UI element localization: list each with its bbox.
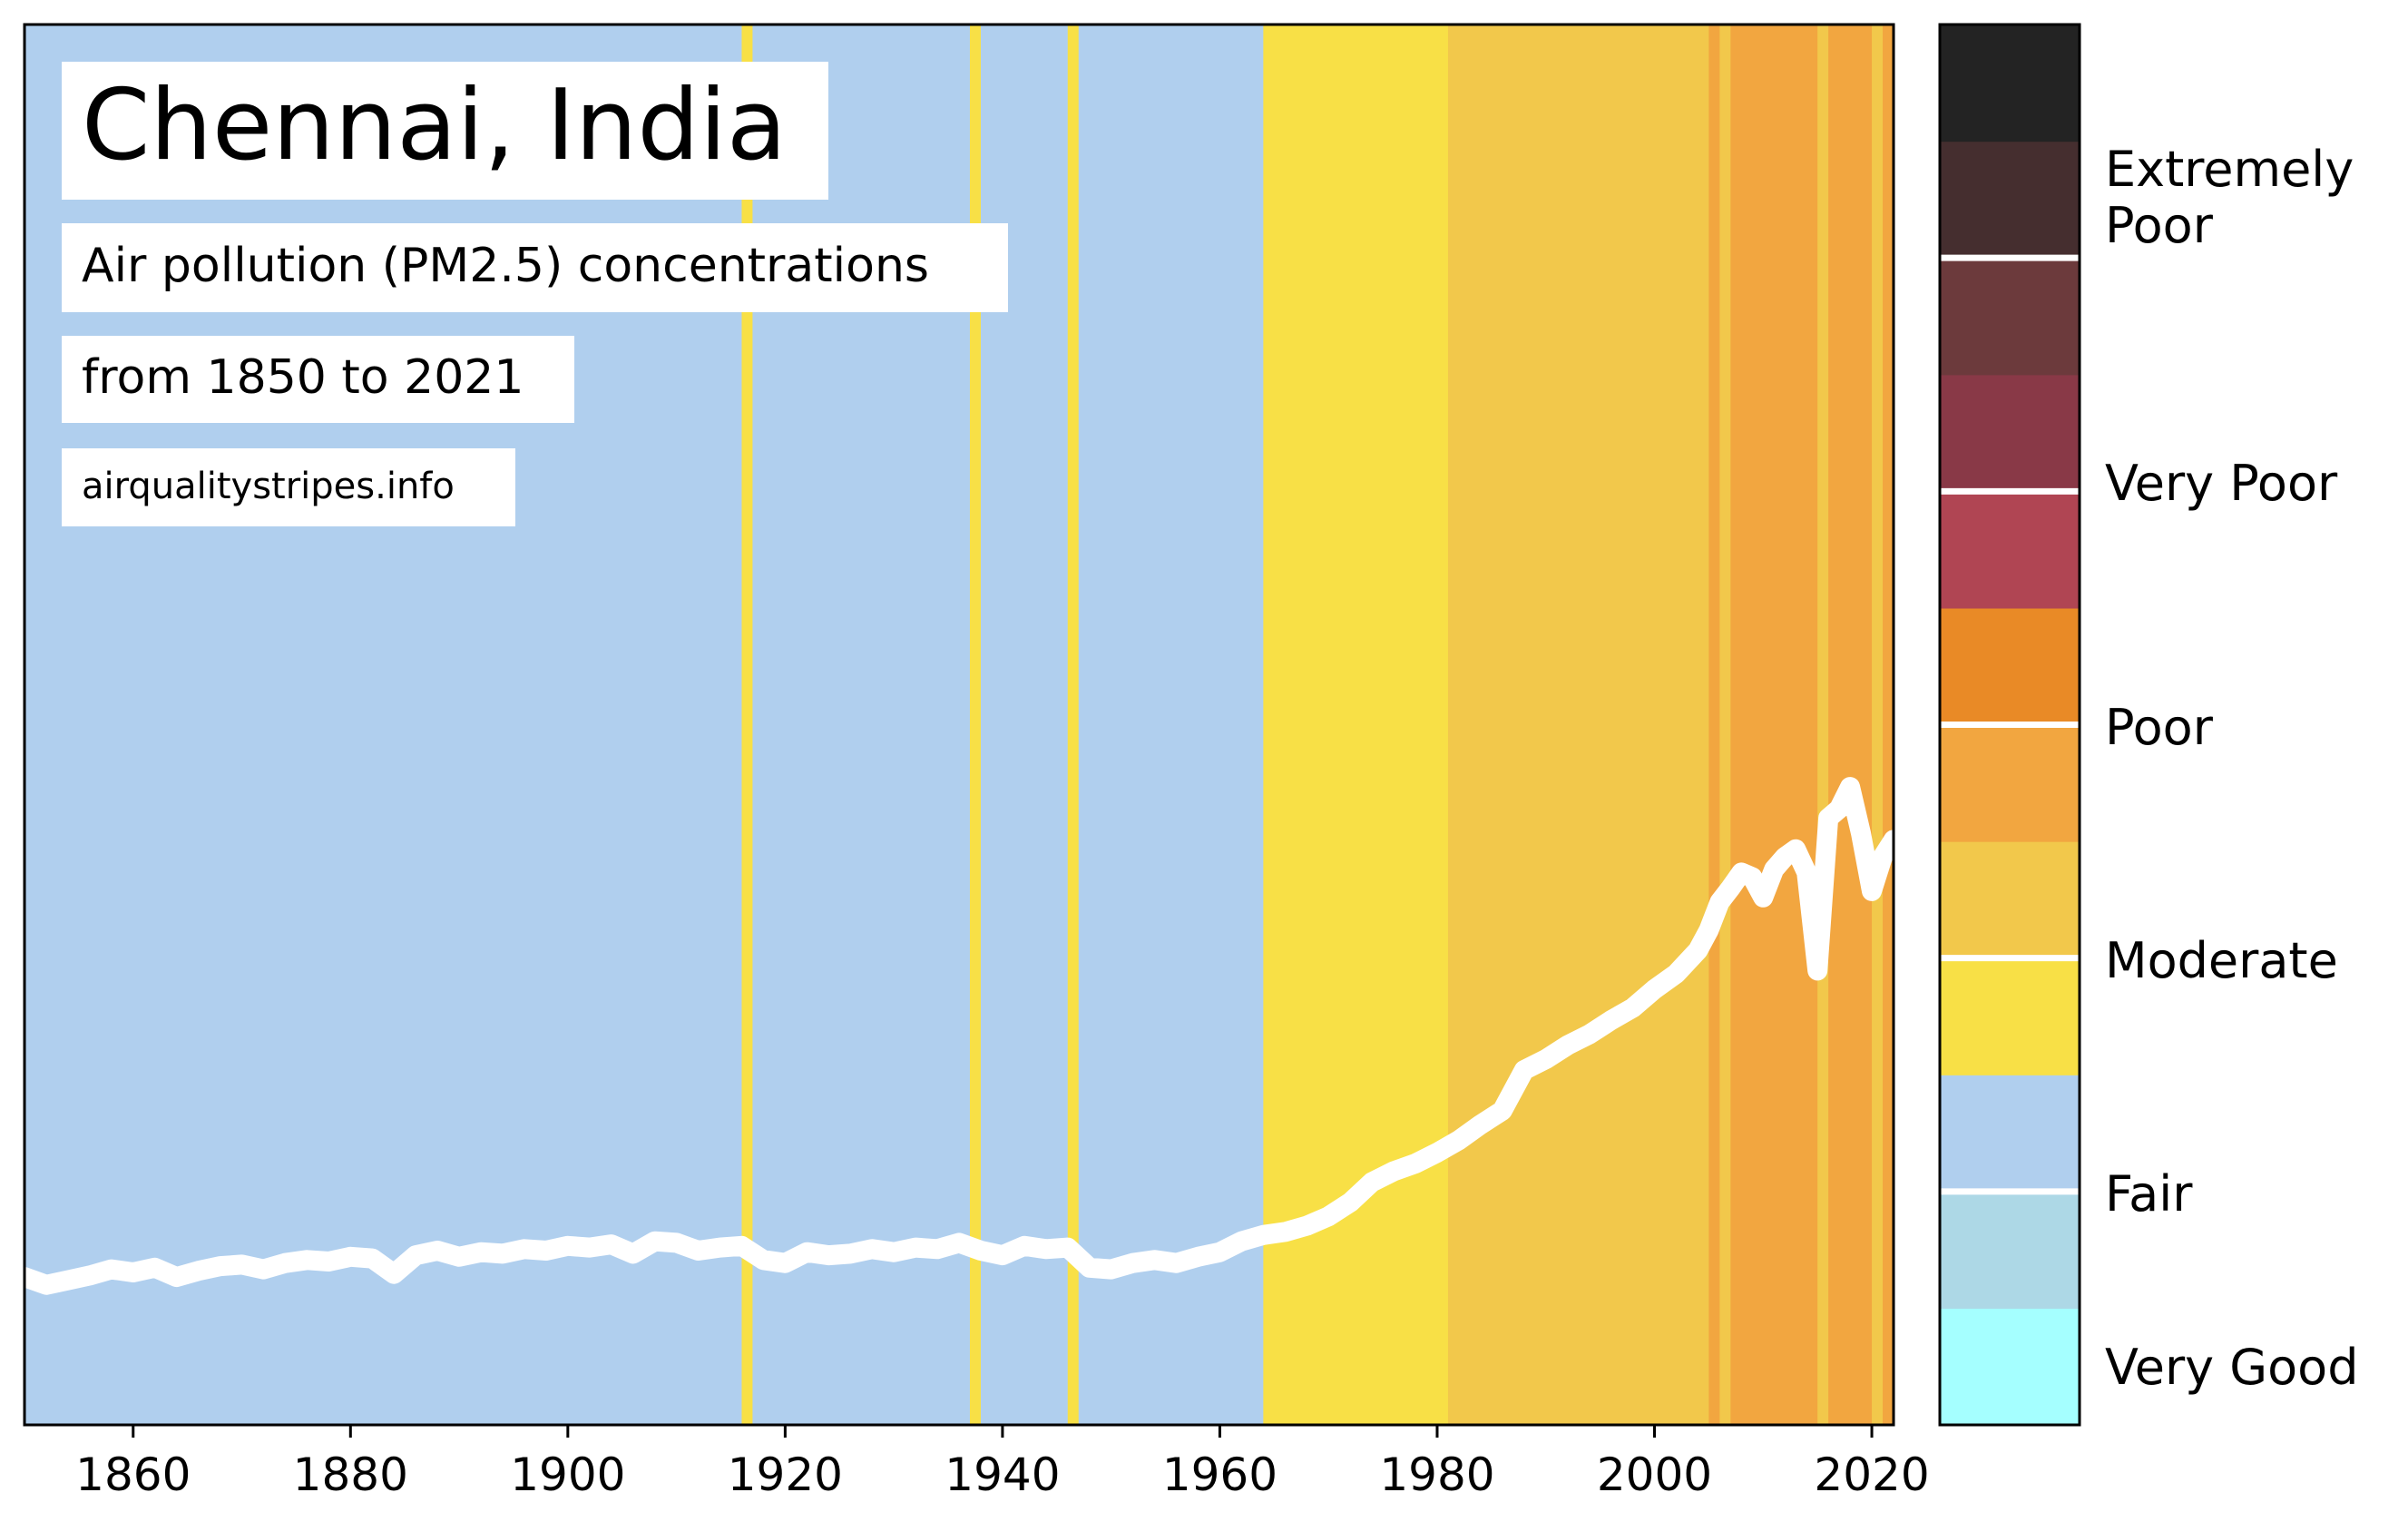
stripe-1916 bbox=[741, 25, 754, 1425]
colorbar-segment-4 bbox=[1940, 841, 2080, 959]
x-tick-label-2020: 2020 bbox=[1814, 1448, 1929, 1501]
stripe-2021 bbox=[1883, 25, 1894, 1425]
colorbar-segment-1 bbox=[1940, 1191, 2080, 1310]
x-tick-label-1920: 1920 bbox=[728, 1448, 843, 1501]
label-extremely-poor-line2: Poor bbox=[2105, 197, 2214, 254]
colorbar-segment-6 bbox=[1940, 607, 2080, 726]
stripe-1964 bbox=[1263, 25, 1449, 1425]
label-extremely-poor-line1: Extremely bbox=[2105, 141, 2354, 198]
x-tick-label-1900: 1900 bbox=[510, 1448, 625, 1501]
stripe-2006 bbox=[1719, 25, 1731, 1425]
colorbar-segment-0 bbox=[1940, 1308, 2080, 1426]
chart-subtitle-line2: from 1850 to 2021 bbox=[82, 350, 524, 405]
series-layer bbox=[15, 777, 1904, 1295]
stripe-1947 bbox=[1078, 25, 1264, 1425]
colorbar bbox=[1940, 25, 2080, 1426]
plot-frame bbox=[23, 23, 1895, 1427]
stripe-1981 bbox=[1447, 25, 1709, 1425]
source-label: airqualitystripes.info bbox=[82, 466, 455, 507]
colorbar-segment-7 bbox=[1940, 491, 2080, 609]
label-fair: Fair bbox=[2105, 1165, 2193, 1223]
x-tick-label-1940: 1940 bbox=[945, 1448, 1060, 1501]
colorbar-segment-8 bbox=[1940, 374, 2080, 492]
stripe-2016 bbox=[1828, 25, 1873, 1425]
label-poor: Poor bbox=[2105, 699, 2214, 756]
stripe-1937 bbox=[969, 25, 982, 1425]
x-axis: 1860 1880 1900 1920 1940 1960 1980 2000 2020 bbox=[75, 1425, 1930, 1501]
colorbar-segment-9 bbox=[1940, 258, 2080, 376]
stripe-1946 bbox=[1067, 25, 1080, 1425]
colorbar-frame bbox=[1938, 23, 2081, 1427]
x-tick-label-1960: 1960 bbox=[1162, 1448, 1277, 1501]
label-moderate: Moderate bbox=[2105, 932, 2338, 989]
stripe-2015 bbox=[1817, 25, 1829, 1425]
stripe-2020 bbox=[1872, 25, 1884, 1425]
x-tick-label-1880: 1880 bbox=[293, 1448, 408, 1501]
stripe-2007 bbox=[1730, 25, 1818, 1425]
x-tick-label-1980: 1980 bbox=[1379, 1448, 1494, 1501]
title-box: Chennai, India bbox=[62, 62, 828, 200]
subtitle-box-1: Air pollution (PM2.5) concentrations bbox=[62, 223, 1008, 312]
colorbar-segment-2 bbox=[1940, 1075, 2080, 1193]
stripe-2005 bbox=[1708, 25, 1720, 1425]
colorbar-segment-3 bbox=[1940, 957, 2080, 1075]
source-box: airqualitystripes.info bbox=[62, 448, 515, 526]
colorbar-segment-10 bbox=[1940, 141, 2080, 259]
x-tick-label-2000: 2000 bbox=[1597, 1448, 1712, 1501]
chart-title: Chennai, India bbox=[82, 69, 787, 182]
chart-subtitle-line1: Air pollution (PM2.5) concentrations bbox=[82, 239, 929, 293]
subtitle-box-2: from 1850 to 2021 bbox=[62, 336, 574, 423]
colorbar-segment-5 bbox=[1940, 724, 2080, 842]
label-very-good: Very Good bbox=[2105, 1339, 2359, 1396]
x-tick-label-1860: 1860 bbox=[75, 1448, 191, 1501]
series-line-0 bbox=[15, 777, 1904, 1295]
label-very-poor: Very Poor bbox=[2105, 455, 2338, 512]
colorbar-labels: Extremely Poor Very Poor Poor Moderate F… bbox=[2105, 141, 2359, 1396]
colorbar-segment-11 bbox=[1940, 25, 2080, 142]
